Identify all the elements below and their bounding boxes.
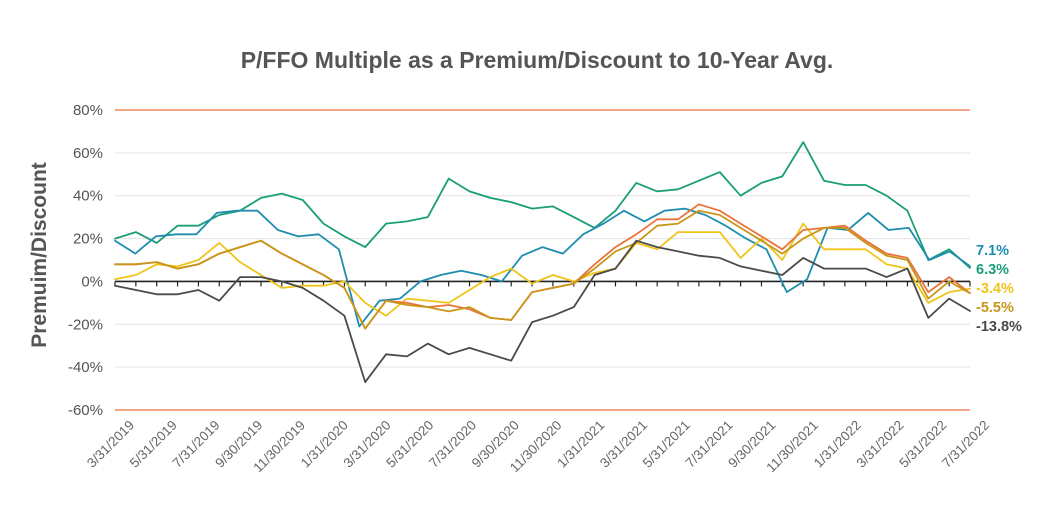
series-line-4 <box>114 203 971 330</box>
reference-lines <box>115 109 970 411</box>
end-label: -5.5% <box>976 300 1014 316</box>
x-axis: 3/31/20195/31/20197/31/20199/30/201911/3… <box>84 280 992 475</box>
end-label: -13.8% <box>976 319 1022 335</box>
gridlines <box>115 152 970 368</box>
series-line-6 <box>114 239 971 384</box>
series-line-3 <box>114 222 971 317</box>
end-labels: 7.1% 6.3% -3.4% -5.5% -13.8% <box>976 243 1022 335</box>
y-tick-label: 0% <box>81 273 103 290</box>
y-tick-label: -60% <box>68 402 103 419</box>
chart-title: P/FFO Multiple as a Premium/Discount to … <box>241 47 834 73</box>
series-line-5 <box>114 209 971 330</box>
series-lines <box>114 141 971 384</box>
y-axis-label: Premuim/Discount <box>28 162 51 348</box>
y-tick-labels: 80% 60% 40% 20% 0% -20% -40% -60% <box>68 102 103 419</box>
end-label: 7.1% <box>976 243 1009 259</box>
y-tick-label: 40% <box>73 188 103 205</box>
end-label: 6.3% <box>976 262 1009 278</box>
y-tick-label: 20% <box>73 231 103 248</box>
end-label: -3.4% <box>976 281 1014 297</box>
y-tick-label: 80% <box>73 102 103 119</box>
x-tick-label: 7/31/2022 <box>939 418 992 471</box>
y-tick-label: -40% <box>68 359 103 376</box>
y-tick-label: 60% <box>73 145 103 162</box>
series-line-1 <box>114 141 971 269</box>
y-tick-label: -20% <box>68 316 103 333</box>
